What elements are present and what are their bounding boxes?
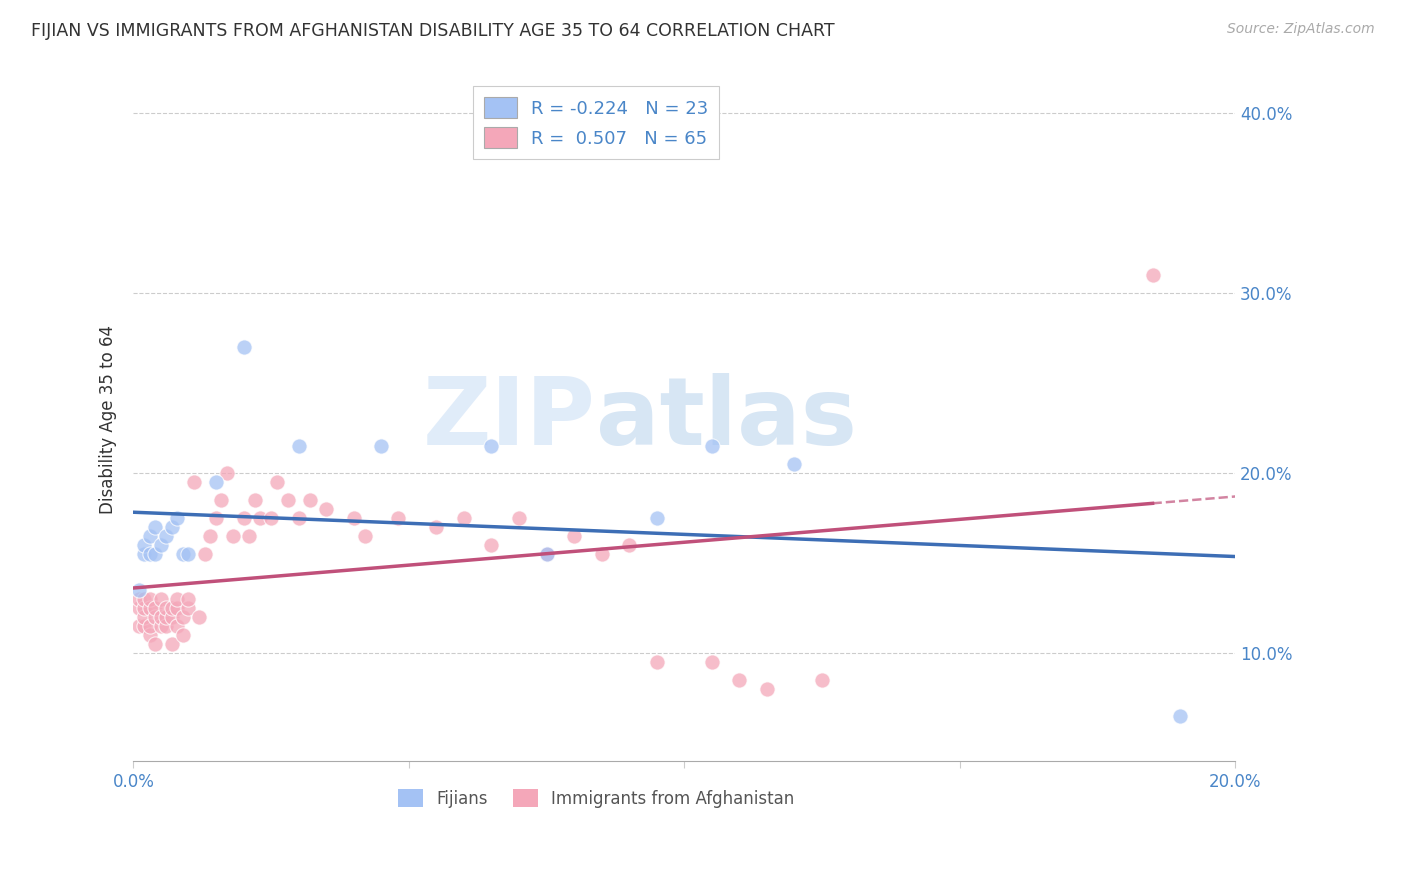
- Point: [172, 628, 194, 642]
- Point: [591, 547, 613, 561]
- Point: [160, 610, 183, 624]
- Point: [232, 511, 254, 525]
- Point: [645, 511, 668, 525]
- Point: [755, 682, 778, 697]
- Point: [183, 475, 205, 490]
- Point: [287, 511, 309, 525]
- Point: [700, 439, 723, 453]
- Y-axis label: Disability Age 35 to 64: Disability Age 35 to 64: [100, 325, 117, 514]
- Point: [149, 610, 172, 624]
- Point: [387, 511, 409, 525]
- Point: [232, 340, 254, 354]
- Point: [260, 511, 283, 525]
- Point: [249, 511, 271, 525]
- Point: [194, 547, 217, 561]
- Text: atlas: atlas: [596, 373, 858, 466]
- Point: [353, 529, 375, 543]
- Point: [139, 628, 162, 642]
- Point: [139, 619, 162, 633]
- Text: Source: ZipAtlas.com: Source: ZipAtlas.com: [1227, 22, 1375, 37]
- Point: [315, 502, 337, 516]
- Point: [155, 601, 177, 615]
- Point: [277, 493, 299, 508]
- Point: [783, 457, 806, 471]
- Point: [145, 520, 167, 534]
- Point: [238, 529, 260, 543]
- Point: [134, 601, 156, 615]
- Point: [200, 529, 222, 543]
- Point: [172, 547, 194, 561]
- Text: FIJIAN VS IMMIGRANTS FROM AFGHANISTAN DISABILITY AGE 35 TO 64 CORRELATION CHART: FIJIAN VS IMMIGRANTS FROM AFGHANISTAN DI…: [31, 22, 835, 40]
- Point: [221, 529, 243, 543]
- Point: [536, 547, 558, 561]
- Point: [205, 475, 228, 490]
- Point: [155, 610, 177, 624]
- Point: [215, 467, 238, 481]
- Point: [425, 520, 447, 534]
- Point: [145, 601, 167, 615]
- Legend: Fijians, Immigrants from Afghanistan: Fijians, Immigrants from Afghanistan: [391, 783, 801, 814]
- Point: [453, 511, 475, 525]
- Point: [481, 439, 503, 453]
- Point: [700, 655, 723, 669]
- Point: [166, 601, 188, 615]
- Point: [134, 610, 156, 624]
- Point: [266, 475, 288, 490]
- Point: [188, 610, 211, 624]
- Point: [149, 538, 172, 552]
- Point: [134, 592, 156, 607]
- Point: [508, 511, 530, 525]
- Point: [134, 538, 156, 552]
- Point: [155, 619, 177, 633]
- Point: [298, 493, 321, 508]
- Point: [728, 673, 751, 687]
- Point: [139, 529, 162, 543]
- Point: [211, 493, 233, 508]
- Point: [1168, 709, 1191, 723]
- Point: [370, 439, 392, 453]
- Point: [139, 601, 162, 615]
- Point: [139, 547, 162, 561]
- Point: [160, 520, 183, 534]
- Point: [287, 439, 309, 453]
- Point: [243, 493, 266, 508]
- Point: [145, 637, 167, 651]
- Point: [128, 583, 150, 598]
- Point: [172, 610, 194, 624]
- Point: [343, 511, 366, 525]
- Point: [1142, 268, 1164, 283]
- Point: [205, 511, 228, 525]
- Point: [145, 547, 167, 561]
- Point: [177, 547, 200, 561]
- Point: [128, 601, 150, 615]
- Text: ZIP: ZIP: [423, 373, 596, 466]
- Point: [536, 547, 558, 561]
- Point: [177, 592, 200, 607]
- Point: [562, 529, 585, 543]
- Point: [166, 619, 188, 633]
- Point: [149, 592, 172, 607]
- Point: [128, 592, 150, 607]
- Point: [145, 610, 167, 624]
- Point: [811, 673, 834, 687]
- Point: [645, 655, 668, 669]
- Point: [160, 601, 183, 615]
- Point: [160, 637, 183, 651]
- Point: [134, 547, 156, 561]
- Point: [166, 511, 188, 525]
- Point: [134, 619, 156, 633]
- Point: [166, 592, 188, 607]
- Point: [149, 619, 172, 633]
- Point: [128, 619, 150, 633]
- Point: [481, 538, 503, 552]
- Point: [617, 538, 640, 552]
- Point: [155, 529, 177, 543]
- Point: [139, 592, 162, 607]
- Point: [177, 601, 200, 615]
